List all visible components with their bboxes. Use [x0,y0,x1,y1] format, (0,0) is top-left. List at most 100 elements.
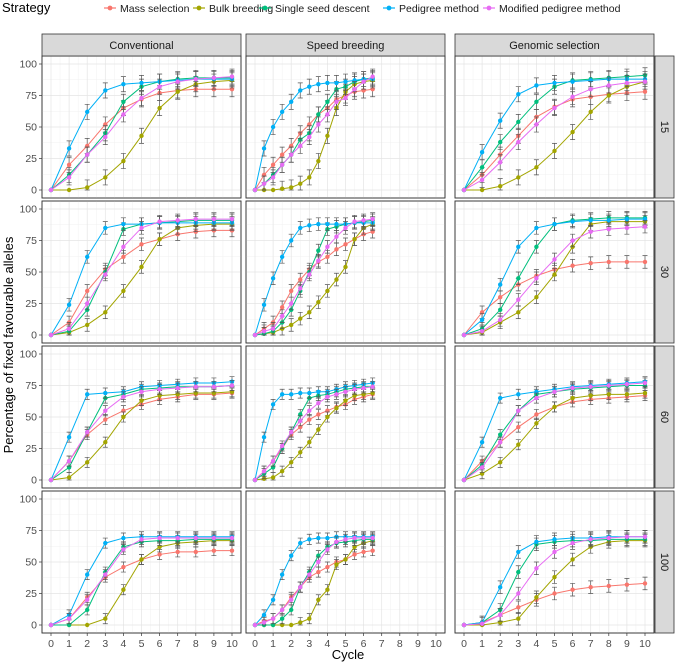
data-point-modified-pedigree-method [325,547,330,552]
data-point-pedigree-method [261,612,267,618]
panel [245,200,446,344]
panel [41,345,242,489]
x-tick-label: 10 [430,638,442,650]
x-tick-label: 5 [343,638,349,650]
data-point-bulk-breeding [298,316,303,321]
data-point-pedigree-method [66,434,72,440]
data-point-modified-pedigree-method [624,534,630,539]
data-point-bulk-breeding [85,322,90,328]
data-point-mass-selection [307,417,312,422]
column-strip-label: Speed breeding [307,40,385,52]
data-point-bulk-breeding [307,310,312,315]
x-tick-label: 7 [175,638,181,650]
data-point-mass-selection [325,564,330,570]
data-point-bulk-breeding [316,597,321,602]
y-tick-label: 100 [19,494,37,506]
data-point-single-seed-descent [316,248,321,253]
data-point-modified-pedigree-method [624,225,630,231]
data-point-modified-pedigree-method [570,94,575,99]
data-point-modified-pedigree-method [370,384,375,389]
data-point-bulk-breeding [289,460,294,465]
panel [41,55,242,199]
data-point-pedigree-method [298,88,303,93]
data-point-modified-pedigree-method [48,622,54,628]
x-tick-label: 0 [48,638,54,650]
data-point-bulk-breeding [552,148,557,154]
data-point-modified-pedigree-method [498,612,503,618]
data-point-mass-selection [325,254,330,260]
data-point-modified-pedigree-method [370,216,375,222]
data-point-modified-pedigree-method [66,175,72,180]
data-point-modified-pedigree-method [343,537,348,542]
data-point-bulk-breeding [642,390,648,396]
data-point-bulk-breeding [121,414,126,420]
data-point-single-seed-descent [516,569,521,575]
data-point-modified-pedigree-method [316,122,321,127]
data-point-modified-pedigree-method [461,622,467,628]
data-point-mass-selection [343,242,348,247]
x-tick-label: 2 [497,638,503,650]
legend-key-point [262,5,268,11]
data-point-modified-pedigree-method [289,301,294,306]
data-point-bulk-breeding [534,165,539,170]
data-point-pedigree-method [279,572,285,577]
legend: Strategy Mass selection Bulk breeding Sing… [2,0,621,15]
data-point-modified-pedigree-method [298,418,303,423]
data-point-bulk-breeding [157,237,162,242]
y-tick-label: 100 [19,349,37,361]
legend-label: Pedigree method [399,3,479,15]
data-point-pedigree-method [103,225,108,231]
data-point-modified-pedigree-method [193,216,198,222]
data-point-bulk-breeding [534,421,539,426]
data-point-modified-pedigree-method [66,326,72,331]
data-point-bulk-breeding [325,133,330,139]
data-point-pedigree-method [552,537,557,542]
data-point-single-seed-descent [498,307,503,312]
y-tick-label: 50 [25,267,37,279]
data-point-modified-pedigree-method [516,591,521,596]
data-point-mass-selection [334,247,339,252]
data-point-modified-pedigree-method [552,257,557,262]
data-point-bulk-breeding [66,475,72,480]
y-tick-label: 100 [19,59,37,71]
data-point-modified-pedigree-method [606,83,611,88]
data-point-modified-pedigree-method [298,585,303,590]
data-point-mass-selection [270,162,276,167]
data-point-bulk-breeding [316,158,321,164]
row-strip [654,55,675,199]
legend-key-point [107,5,113,11]
data-point-bulk-breeding [103,310,108,315]
x-tick-label: 7 [588,638,594,650]
row-strip [654,200,675,344]
data-point-pedigree-method [316,221,321,227]
data-point-pedigree-method [498,282,503,287]
data-point-single-seed-descent [498,432,503,437]
data-point-modified-pedigree-method [334,99,339,105]
data-point-pedigree-method [270,276,276,281]
data-point-modified-pedigree-method [139,95,144,101]
x-tick-label: 9 [624,638,630,650]
y-tick-label: 75 [25,525,37,537]
data-point-pedigree-method [307,390,312,396]
data-point-pedigree-method [307,84,312,89]
x-tick-label: 2 [84,638,90,650]
data-point-pedigree-method [121,81,126,87]
data-point-mass-selection [516,605,521,610]
panel [245,345,446,489]
data-point-modified-pedigree-method [334,539,339,545]
data-point-modified-pedigree-method [175,79,180,84]
data-point-bulk-breeding [570,557,575,562]
data-point-bulk-breeding [298,450,303,455]
data-point-bulk-breeding [85,622,90,628]
data-point-modified-pedigree-method [157,535,162,541]
data-point-pedigree-method [270,597,276,602]
data-point-bulk-breeding [316,300,321,305]
data-point-bulk-breeding [175,89,180,94]
legend-key-point [386,5,392,11]
data-point-bulk-breeding [121,587,126,592]
data-point-pedigree-method [261,146,267,151]
y-tick-label: 50 [25,122,37,134]
x-tick-label: 4 [533,638,539,650]
data-point-mass-selection [624,582,630,587]
data-point-modified-pedigree-method [270,175,276,180]
